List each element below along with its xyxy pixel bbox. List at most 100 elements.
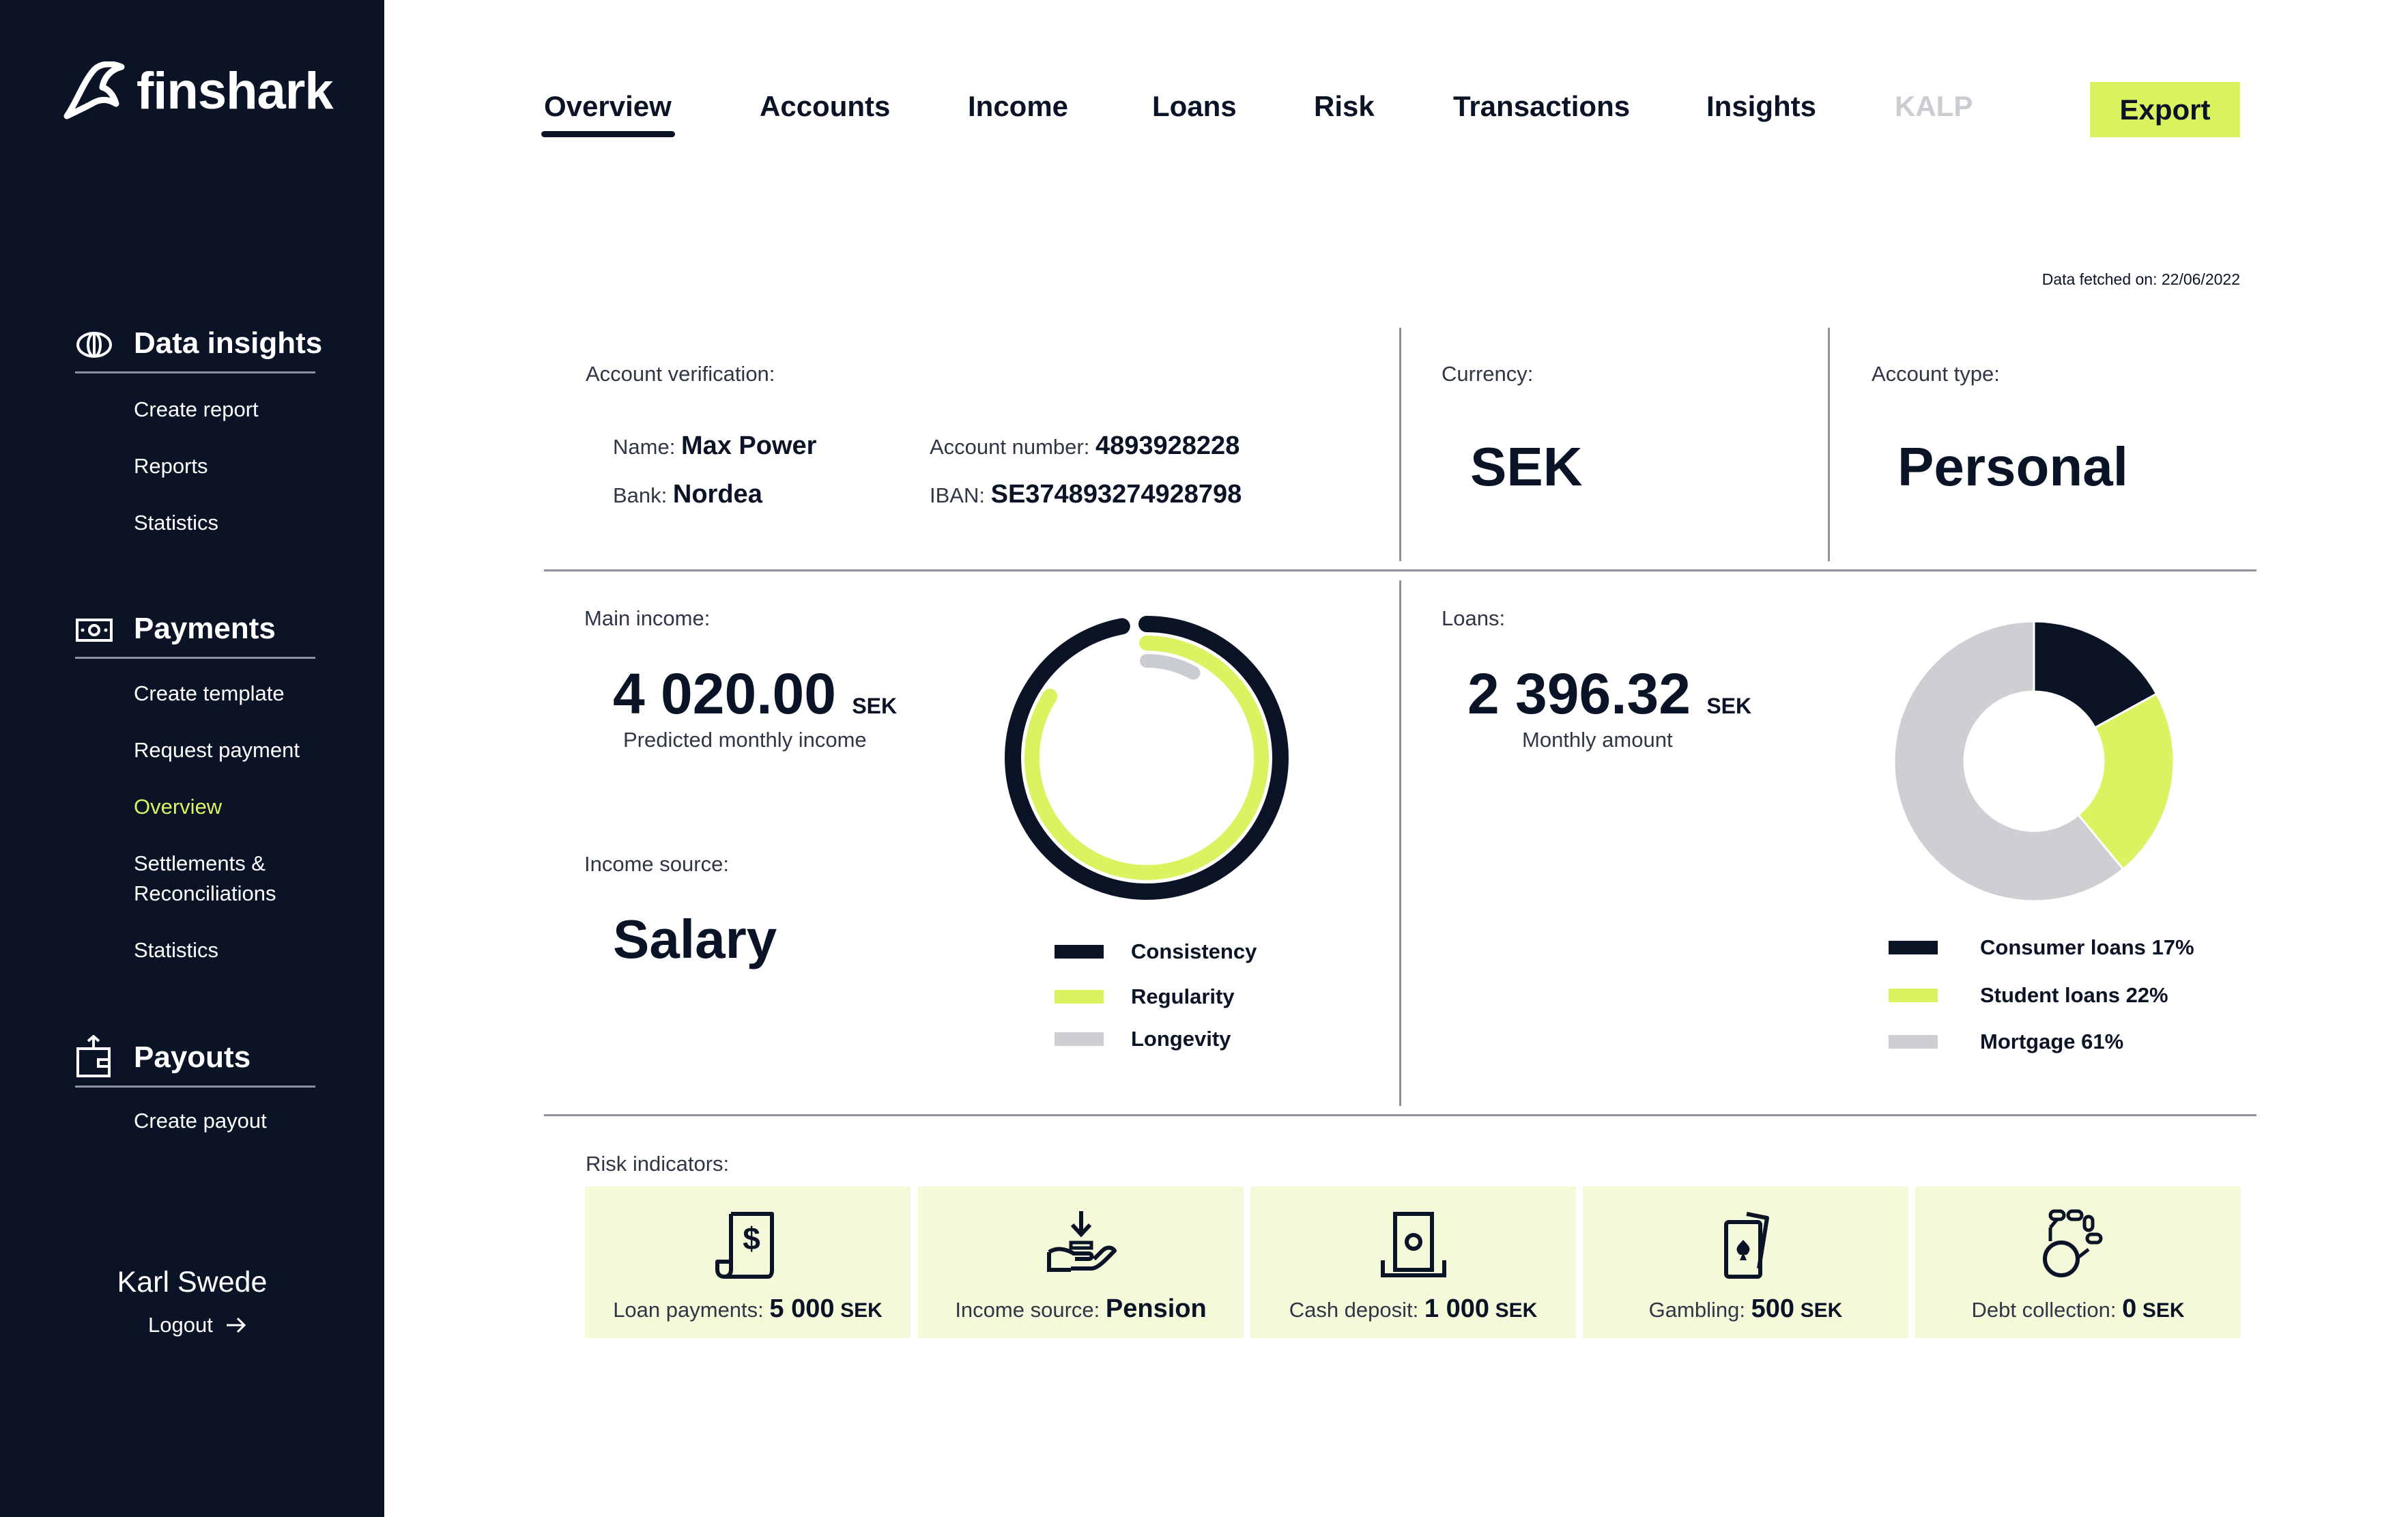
predicted-income-caption: Predicted monthly income <box>623 728 867 752</box>
sidebar-item-reconciliations[interactable]: Reconciliations <box>134 881 276 905</box>
risk-card-text: Debt collection: 0 SEK <box>1915 1294 2241 1324</box>
risk-unit: SEK <box>840 1299 883 1322</box>
risk-card-loan-payments[interactable]: $ Loan payments: 5 000 SEK <box>585 1187 911 1338</box>
logout-label: Logout <box>148 1313 213 1337</box>
loans-label: Loans: <box>1442 606 1506 630</box>
risk-card-text: Income source: Pension <box>918 1294 1244 1324</box>
tab-accounts[interactable]: Accounts <box>760 90 891 122</box>
section-payouts: Payouts <box>75 1035 315 1088</box>
tab-transactions[interactable]: Transactions <box>1453 90 1631 122</box>
sidebar-item-reports[interactable]: Reports <box>134 454 208 478</box>
legend-regularity: Regularity <box>1055 984 1235 1009</box>
ring-regularity <box>1024 636 1269 880</box>
legend-label: Mortgage 61% <box>1980 1030 2124 1053</box>
currency-label: Currency: <box>1442 362 1534 386</box>
iban-value: SE374893274928798 <box>990 480 1242 509</box>
account-type-value: Personal <box>1897 436 2128 497</box>
logout-link[interactable]: Logout <box>148 1313 247 1337</box>
bank-value: Nordea <box>672 480 762 509</box>
loans-unit: SEK <box>1706 694 1752 718</box>
income-radial-chart <box>1005 616 1289 900</box>
risk-unit: SEK <box>2142 1299 2185 1322</box>
sidebar-item-settlements[interactable]: Settlements & <box>134 851 266 875</box>
legend-consistency: Consistency <box>1055 939 1257 964</box>
wallet-icon <box>76 1035 111 1077</box>
risk-label: Debt collection: <box>1971 1298 2117 1322</box>
loans-amount-value: 2 396.32 <box>1467 662 1691 726</box>
risk-label: Cash deposit: <box>1289 1298 1419 1322</box>
divider <box>544 1114 2256 1116</box>
section-data-insights: Data insights <box>75 321 322 373</box>
legend-swatch <box>1055 990 1104 1004</box>
legend-swatch <box>1889 989 1938 1002</box>
donut-slice-mortgage <box>1893 620 2125 903</box>
legend-label: Consistency <box>1131 939 1257 963</box>
risk-card-income-source[interactable]: Income source: Pension <box>918 1187 1244 1338</box>
tab-insights[interactable]: Insights <box>1706 90 1817 122</box>
main-income-amount: 4 020.00 SEK <box>613 661 897 727</box>
brand-name[interactable]: finshark <box>137 62 334 120</box>
legend-student-loans: Student loans 22% <box>1889 983 2168 1008</box>
risk-card-text: Loan payments: 5 000 SEK <box>585 1294 911 1324</box>
risk-value: 5 000 <box>769 1294 835 1323</box>
eye-icon <box>76 332 112 358</box>
risk-value: 500 <box>1751 1294 1794 1323</box>
tab-kalp[interactable]: KALP <box>1895 90 1973 122</box>
account-bank: Bank: Nordea <box>613 480 762 509</box>
bank-label: Bank: <box>613 483 668 507</box>
tab-overview[interactable]: Overview <box>544 90 672 122</box>
risk-card-gambling[interactable]: Gambling: 500 SEK <box>1583 1187 1908 1338</box>
tab-risk[interactable]: Risk <box>1314 90 1375 122</box>
user-name: Karl Swede <box>117 1266 268 1299</box>
account-number-value: 4893928228 <box>1095 431 1240 460</box>
sidebar-item-create-report[interactable]: Create report <box>134 397 259 421</box>
sidebar-item-request-payment[interactable]: Request payment <box>134 738 300 762</box>
sidebar-item-create-payout[interactable]: Create payout <box>134 1109 267 1133</box>
divider <box>544 569 2256 571</box>
risk-card-cash-deposit[interactable]: Cash deposit: 1 000 SEK <box>1250 1187 1576 1338</box>
account-iban: IBAN: SE374893274928798 <box>930 480 1242 509</box>
account-verification-label: Account verification: <box>586 362 775 386</box>
risk-value: 1 000 <box>1424 1294 1489 1323</box>
section-title: Data insights <box>134 326 323 360</box>
shark-fin-logo-icon <box>63 61 125 119</box>
arrow-right-icon <box>226 1317 246 1333</box>
main-income-label: Main income: <box>584 606 711 630</box>
ball-and-chain-icon <box>2042 1209 2102 1277</box>
legend-label: Regularity <box>1131 984 1235 1008</box>
export-button[interactable]: Export <box>2090 82 2240 137</box>
sidebar-item-payments-statistics[interactable]: Statistics <box>134 938 219 962</box>
invoice-dollar-icon: $ <box>715 1212 774 1279</box>
risk-label: Gambling: <box>1648 1298 1745 1322</box>
risk-value: Pension <box>1105 1294 1207 1323</box>
sidebar-item-overview[interactable]: Overview <box>134 795 223 819</box>
risk-card-debt-collection[interactable]: Debt collection: 0 SEK <box>1915 1187 2241 1338</box>
tab-loans[interactable]: Loans <box>1152 90 1237 122</box>
income-source-label: Income source: <box>584 852 729 876</box>
legend-swatch <box>1889 1035 1938 1049</box>
sidebar-item-statistics[interactable]: Statistics <box>134 511 219 535</box>
hand-receive-money-icon <box>1046 1211 1117 1272</box>
loans-amount: 2 396.32 SEK <box>1467 661 1751 727</box>
name-label: Name: <box>613 435 676 459</box>
risk-label: Loan payments: <box>613 1298 764 1322</box>
currency-value: SEK <box>1470 436 1583 497</box>
risk-value: 0 <box>2122 1294 2137 1323</box>
legend-label: Student loans 22% <box>1980 983 2168 1007</box>
section-payments: Payments <box>75 606 315 659</box>
iban-label: IBAN: <box>930 483 985 507</box>
account-type-label: Account type: <box>1872 362 2000 386</box>
name-value: Max Power <box>680 431 817 460</box>
risk-unit: SEK <box>1800 1299 1843 1322</box>
tab-income[interactable]: Income <box>968 90 1069 122</box>
banknote-icon <box>76 619 113 642</box>
divider <box>1399 328 1401 561</box>
sidebar: finshark Data insights Create report Rep… <box>0 0 384 1517</box>
section-title: Payouts <box>134 1040 251 1074</box>
sidebar-item-create-template[interactable]: Create template <box>134 681 285 705</box>
legend-consumer-loans: Consumer loans 17% <box>1889 935 2194 960</box>
account-number: Account number: 4893928228 <box>930 431 1239 461</box>
account-name: Name: Max Power <box>613 431 816 461</box>
divider <box>1828 328 1830 561</box>
legend-swatch <box>1055 945 1104 959</box>
